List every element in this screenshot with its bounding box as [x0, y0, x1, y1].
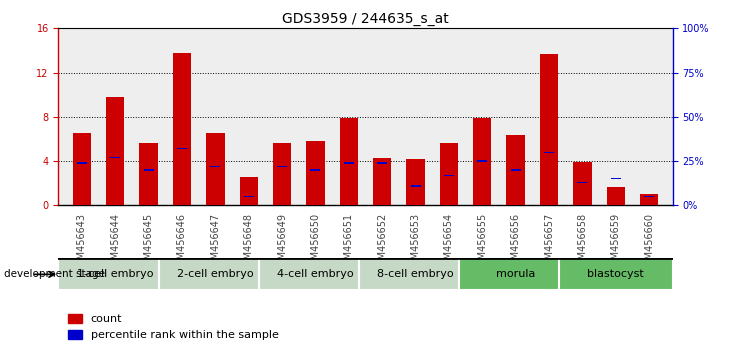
Bar [511, 169, 520, 171]
Bar [177, 148, 187, 149]
Bar [72, 133, 91, 205]
Bar [306, 141, 325, 205]
Bar [577, 182, 588, 183]
Bar [373, 158, 391, 205]
Bar [143, 169, 154, 171]
Text: morula: morula [496, 269, 535, 279]
Bar [359, 258, 472, 290]
Text: 1-cell embryo: 1-cell embryo [77, 269, 154, 279]
Bar [444, 175, 454, 176]
Bar [77, 162, 87, 164]
Bar [106, 97, 124, 205]
Bar [559, 258, 673, 290]
Bar [411, 185, 420, 187]
Bar [440, 143, 458, 205]
Bar [173, 53, 191, 205]
Text: 4-cell embryo: 4-cell embryo [277, 269, 354, 279]
Bar [273, 143, 291, 205]
Bar [607, 187, 625, 205]
Bar [58, 258, 172, 290]
Bar [644, 196, 654, 197]
Bar [507, 135, 525, 205]
Text: 8-cell embryo: 8-cell embryo [377, 269, 454, 279]
Bar [477, 160, 488, 162]
Bar [610, 178, 621, 179]
Bar [140, 143, 158, 205]
Bar [311, 169, 320, 171]
Text: development stage: development stage [4, 269, 105, 279]
Bar [159, 258, 272, 290]
Title: GDS3959 / 244635_s_at: GDS3959 / 244635_s_at [282, 12, 449, 26]
Bar [259, 258, 372, 290]
Bar [243, 196, 254, 197]
Bar [344, 162, 354, 164]
Bar [211, 166, 220, 167]
Bar [340, 118, 358, 205]
Bar [640, 194, 659, 205]
Bar [459, 258, 572, 290]
Bar [473, 118, 491, 205]
Bar [406, 159, 425, 205]
Text: 2-cell embryo: 2-cell embryo [177, 269, 254, 279]
Bar [240, 177, 258, 205]
Bar [377, 162, 387, 164]
Bar [110, 157, 121, 158]
Text: blastocyst: blastocyst [588, 269, 644, 279]
Bar [277, 166, 287, 167]
Bar [206, 133, 224, 205]
Legend: count, percentile rank within the sample: count, percentile rank within the sample [64, 309, 283, 345]
Bar [573, 162, 591, 205]
Bar [540, 54, 558, 205]
Bar [544, 152, 554, 153]
